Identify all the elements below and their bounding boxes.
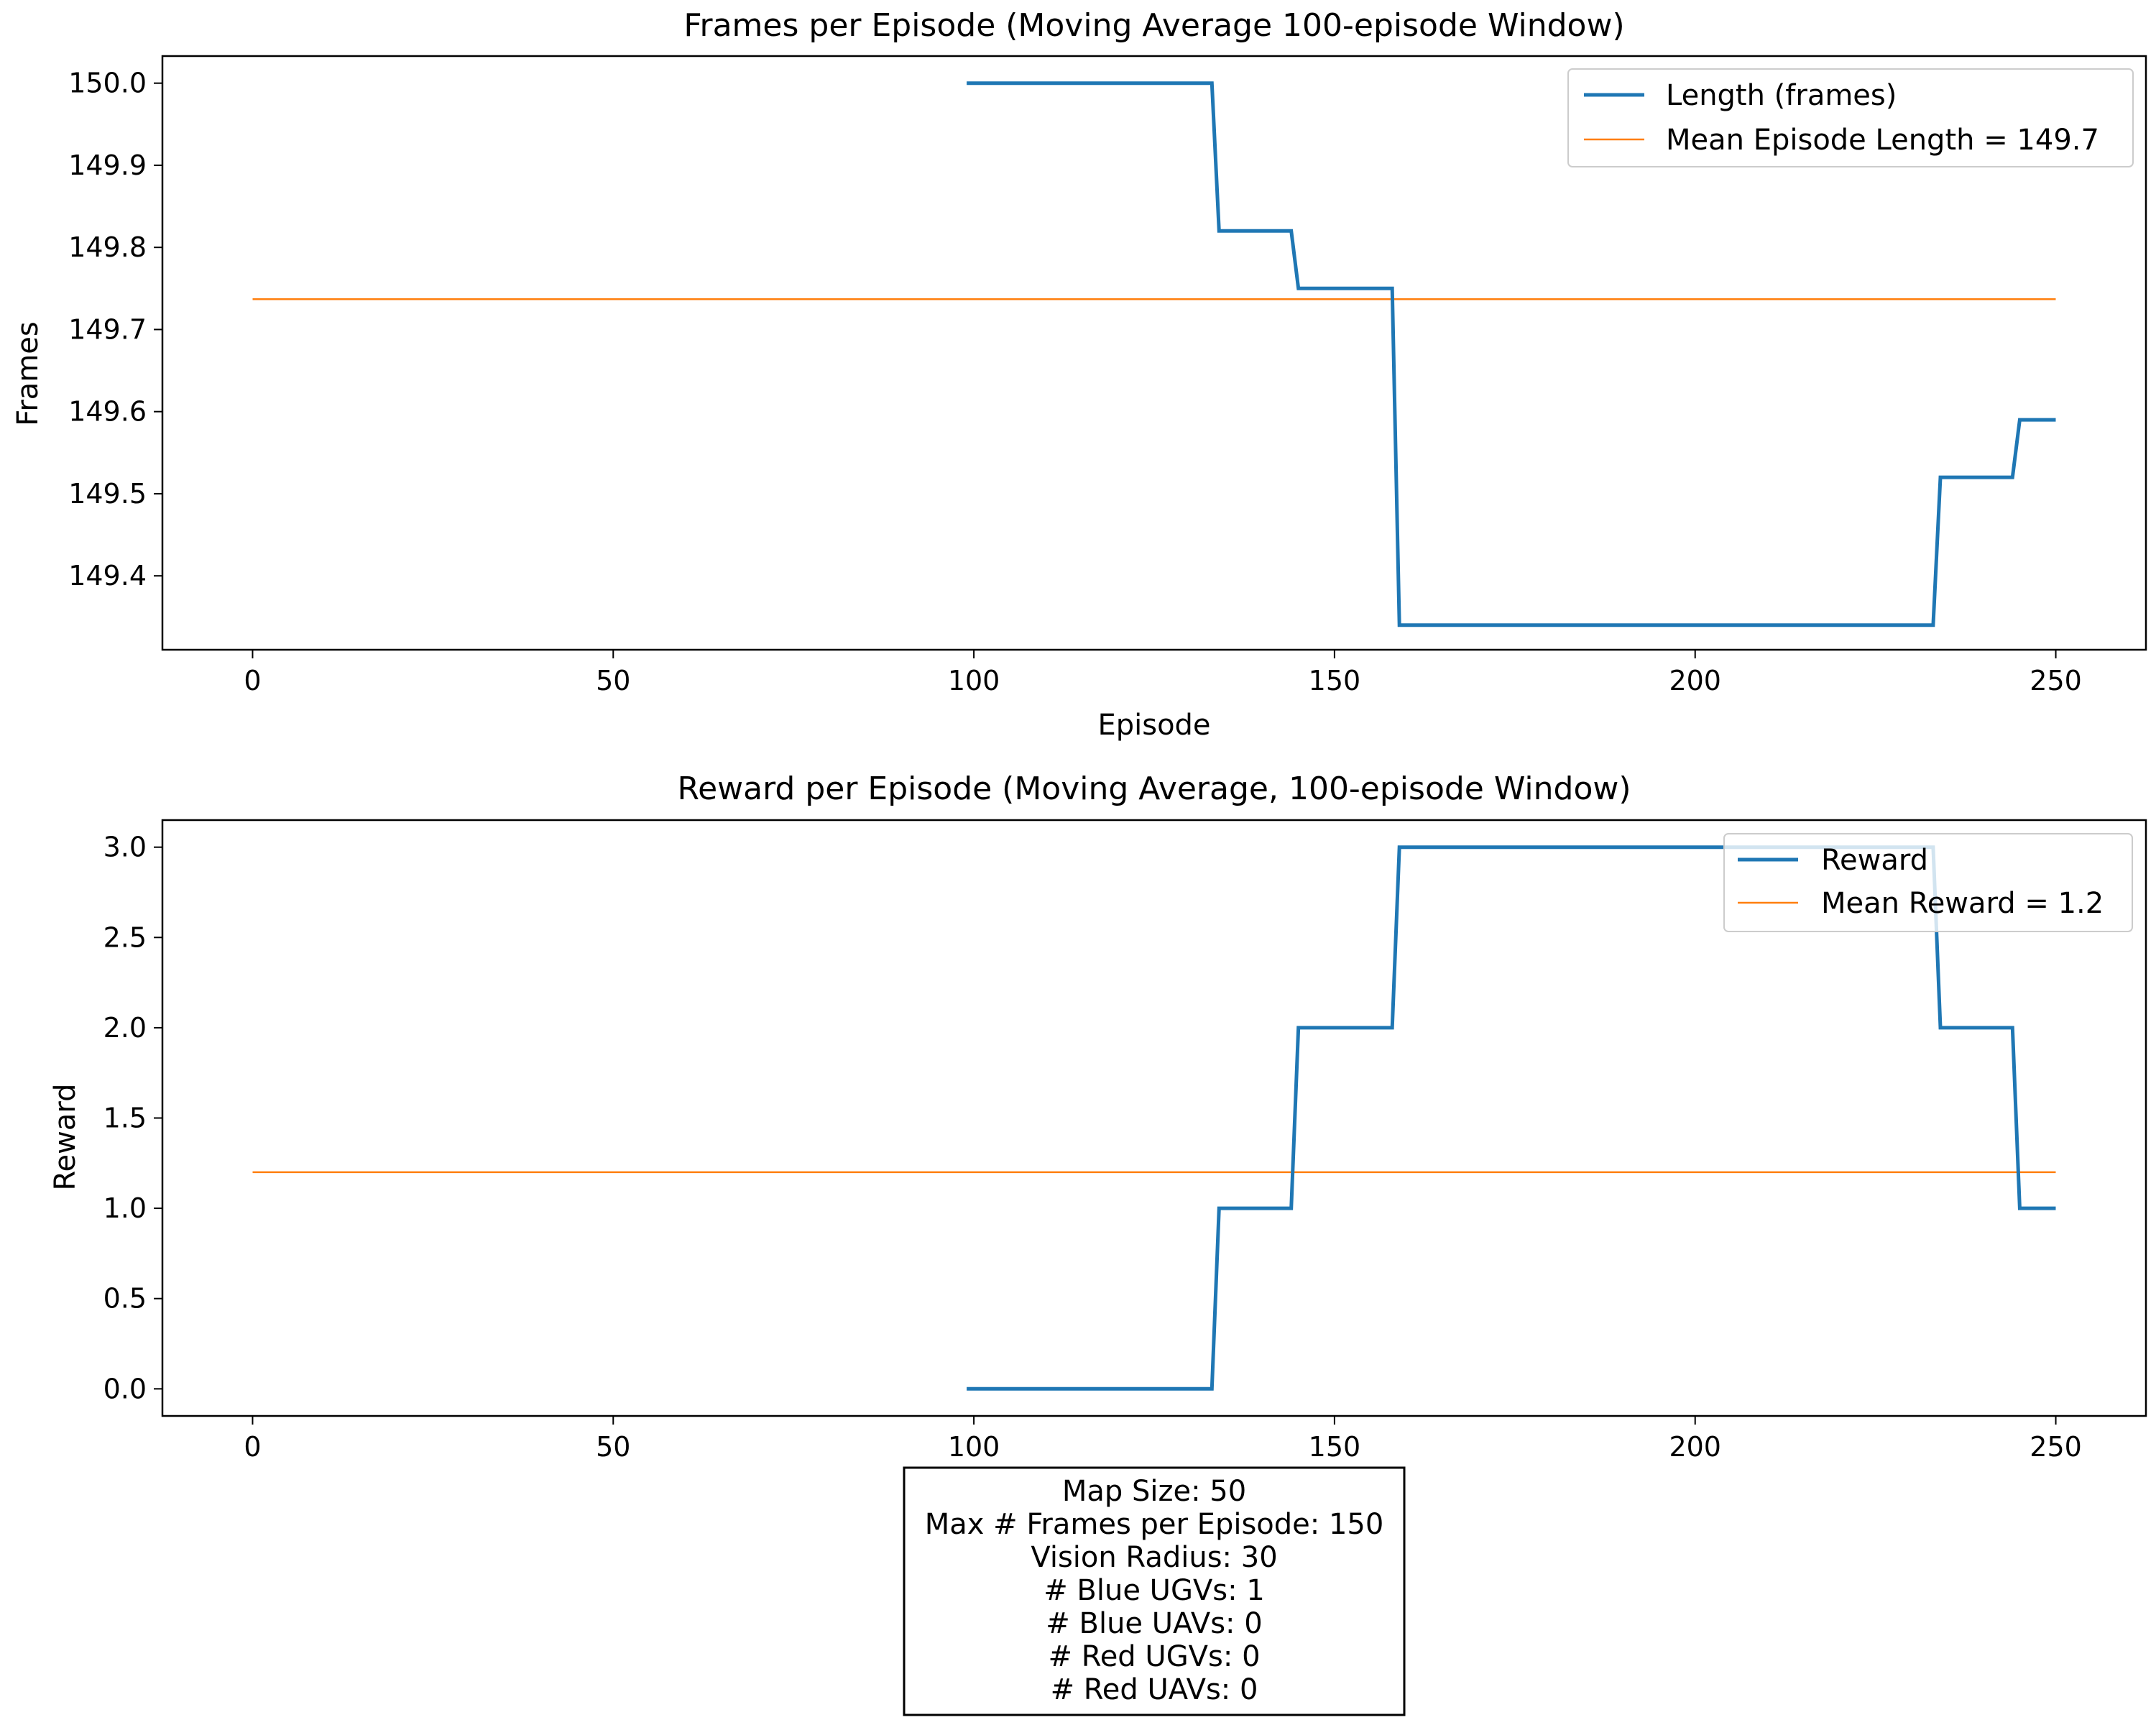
frames-chart-title: Frames per Episode (Moving Average 100-e… [683, 7, 1624, 44]
reward-chart-axes-frame [161, 819, 2147, 1417]
reward-series-line [967, 845, 2056, 1391]
frames-ytick-label: 149.5 [68, 478, 147, 510]
reward-ytick-label: 2.0 [103, 1012, 147, 1044]
frames-legend-label-mean: Mean Episode Length = 149.7 [1666, 124, 2099, 157]
info-blue-ugvs: # Blue UGVs: 1 [1044, 1574, 1265, 1607]
reward-xtick-label: 150 [1309, 1431, 1361, 1463]
info-blue-uavs: # Blue UAVs: 0 [1046, 1607, 1262, 1640]
reward-ytick-label: 1.0 [103, 1192, 147, 1224]
reward-legend-label-mean: Mean Reward = 1.2 [1821, 887, 2104, 920]
info-red-uavs: # Red UAVs: 0 [1051, 1673, 1258, 1706]
reward-ytick-label: 0.5 [103, 1283, 147, 1315]
reward-xtick-label: 100 [948, 1431, 1000, 1463]
frames-chart-xlabel: Episode [1097, 709, 1210, 742]
frames-chart-ylabel: Frames [11, 321, 45, 426]
frames-chart-xtick-labels: 0 50 100 150 200 250 [244, 665, 2081, 696]
frames-chart-marks [154, 81, 2057, 658]
info-box-frame [903, 1466, 1406, 1716]
reward-xtick-label: 200 [1669, 1431, 1721, 1463]
frames-series-line [967, 81, 2056, 627]
frames-xtick-label: 150 [1309, 665, 1361, 696]
reward-xtick-label: 50 [596, 1431, 630, 1463]
frames-chart-legend: Length (frames) Mean Episode Length = 14… [1567, 68, 2134, 167]
reward-ytick-label: 3.0 [103, 832, 147, 863]
reward-chart-title: Reward per Episode (Moving Average, 100-… [677, 770, 1631, 807]
frames-ytick-label: 149.9 [68, 150, 147, 181]
info-max-frames: Max # Frames per Episode: 150 [925, 1508, 1384, 1541]
frames-legend-label-length: Length (frames) [1666, 79, 1897, 112]
info-vision-radius: Vision Radius: 30 [1031, 1541, 1277, 1574]
frames-chart-ytick-labels: 149.4 149.5 149.6 149.7 149.8 149.9 150.… [68, 68, 147, 592]
frames-xtick-label: 50 [596, 665, 630, 696]
info-box: Map Size: 50 Max # Frames per Episode: 1… [903, 1466, 1406, 1716]
frames-xtick-label: 250 [2030, 665, 2082, 696]
info-map-size: Map Size: 50 [1062, 1475, 1246, 1508]
frames-chart: Frames per Episode (Moving Average 100-e… [11, 7, 2147, 742]
reward-chart-ytick-labels: 0.0 0.5 1.0 1.5 2.0 2.5 3.0 [103, 832, 147, 1405]
frames-ytick-label: 149.7 [68, 313, 147, 345]
frames-xtick-label: 100 [948, 665, 1000, 696]
info-red-ugvs: # Red UGVs: 0 [1048, 1640, 1260, 1673]
frames-xtick-label: 0 [244, 665, 261, 696]
reward-legend-box [1723, 833, 2133, 932]
reward-chart-ylabel: Reward [49, 1084, 82, 1191]
reward-chart-marks [154, 845, 2057, 1425]
frames-ytick-label: 149.8 [68, 231, 147, 263]
reward-xtick-label: 0 [244, 1431, 261, 1463]
frames-xtick-label: 200 [1669, 665, 1721, 696]
reward-ytick-label: 0.0 [103, 1373, 147, 1404]
reward-chart: Reward per Episode (Moving Average, 100-… [49, 770, 2147, 1463]
reward-chart-xtick-labels: 0 50 100 150 200 250 [244, 1431, 2081, 1463]
frames-chart-axes-frame [161, 55, 2147, 651]
frames-ytick-label: 149.6 [68, 396, 147, 428]
reward-ytick-label: 2.5 [103, 921, 147, 953]
frames-ytick-label: 150.0 [68, 68, 147, 99]
reward-xtick-label: 250 [2030, 1431, 2082, 1463]
reward-ytick-label: 1.5 [103, 1103, 147, 1134]
frames-ytick-label: 149.4 [68, 560, 147, 592]
reward-chart-legend: Reward Mean Reward = 1.2 [1723, 833, 2133, 932]
reward-legend-label-reward: Reward [1821, 844, 1928, 877]
frames-legend-box [1567, 68, 2134, 167]
